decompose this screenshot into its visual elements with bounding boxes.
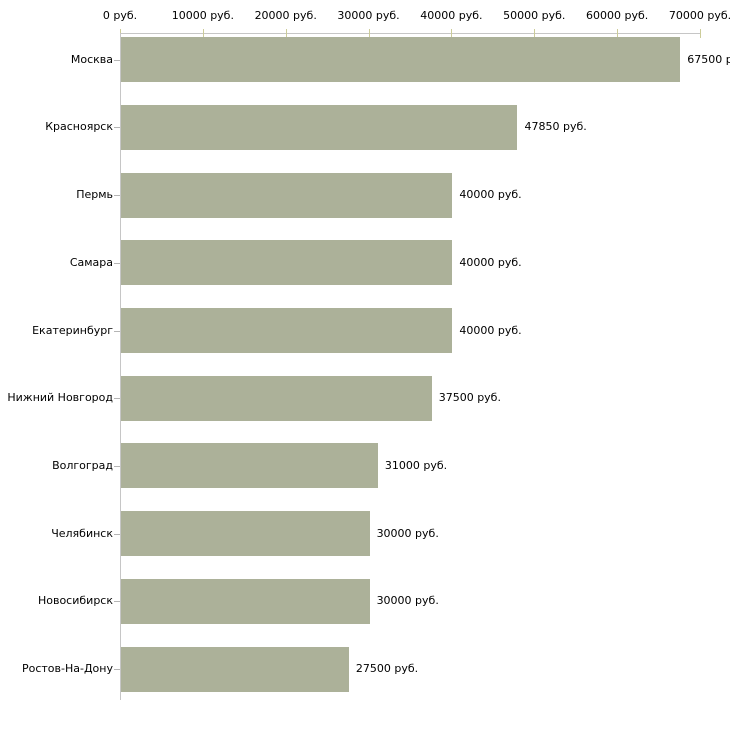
bar-value-label: 31000 руб.: [384, 458, 448, 472]
x-axis-tick-label: 70000 руб.: [668, 9, 730, 22]
y-axis-tick: [114, 59, 120, 61]
bar-value-label: 27500 руб.: [355, 662, 419, 675]
category-label: Екатеринбург: [32, 323, 113, 337]
x-axis-tick: [534, 29, 536, 38]
y-axis-tick: [114, 127, 120, 129]
chart-bar: [121, 375, 432, 421]
chart-bar: [121, 104, 518, 150]
x-axis-tick-label: 20000 руб.: [254, 9, 317, 22]
chart-bar: [121, 646, 349, 692]
y-axis-tick: [114, 398, 120, 400]
x-axis-tick-label: 30000 руб.: [337, 9, 400, 22]
chart-bar: [121, 240, 453, 286]
bar-value-label: 67500 руб.: [687, 52, 730, 66]
y-axis-tick: [114, 533, 120, 535]
y-axis-tick: [114, 262, 120, 264]
category-label: Москва: [70, 52, 113, 66]
x-axis-tick: [700, 29, 701, 38]
x-axis-tick-label: 50000 руб.: [503, 9, 566, 22]
y-axis-tick: [114, 465, 120, 467]
x-axis-tick: [451, 29, 453, 38]
bar-value-label: 47850 руб.: [524, 120, 587, 134]
y-axis-tick: [114, 330, 120, 332]
y-axis-tick: [114, 601, 120, 603]
chart-bar: [121, 511, 370, 557]
x-axis-tick-label: 0 руб.: [102, 9, 138, 22]
category-label: Самара: [69, 255, 113, 269]
y-axis-line: [120, 33, 121, 700]
x-axis-tick: [285, 29, 287, 38]
category-label: Ростов-На-Дону: [21, 662, 113, 675]
chart-bar: [121, 37, 681, 83]
chart-bar: [121, 172, 453, 218]
x-axis-tick: [617, 29, 619, 38]
category-label: Волгоград: [52, 458, 113, 472]
bar-value-label: 40000 руб.: [459, 323, 522, 337]
x-axis-tick: [202, 29, 204, 38]
bar-value-label: 30000 руб.: [376, 526, 439, 540]
x-axis-line: [120, 33, 700, 34]
chart-bar: [121, 578, 370, 624]
y-axis-tick: [114, 669, 120, 670]
chart-bar: [121, 443, 378, 489]
category-label: Новосибирск: [37, 594, 113, 608]
y-axis-tick: [114, 195, 120, 197]
category-label: Нижний Новгород: [7, 391, 113, 405]
bar-value-label: 37500 руб.: [438, 391, 501, 405]
x-axis-tick: [368, 29, 370, 38]
bar-value-label: 40000 руб.: [459, 188, 522, 202]
bar-value-label: 40000 руб.: [459, 255, 522, 269]
bar-value-label: 30000 руб.: [376, 594, 439, 608]
category-label: Челябинск: [51, 526, 113, 540]
x-axis-tick-label: 60000 руб.: [586, 9, 649, 22]
category-label: Пермь: [76, 188, 113, 202]
chart-bar: [121, 308, 453, 353]
x-axis-tick-label: 40000 руб.: [420, 9, 483, 22]
x-axis-tick-label: 10000 руб.: [171, 9, 234, 22]
category-label: Красноярск: [45, 120, 113, 134]
plot-area: 67500 руб. 47850 руб. 40000 руб. 40000 руб.…: [120, 29, 730, 700]
